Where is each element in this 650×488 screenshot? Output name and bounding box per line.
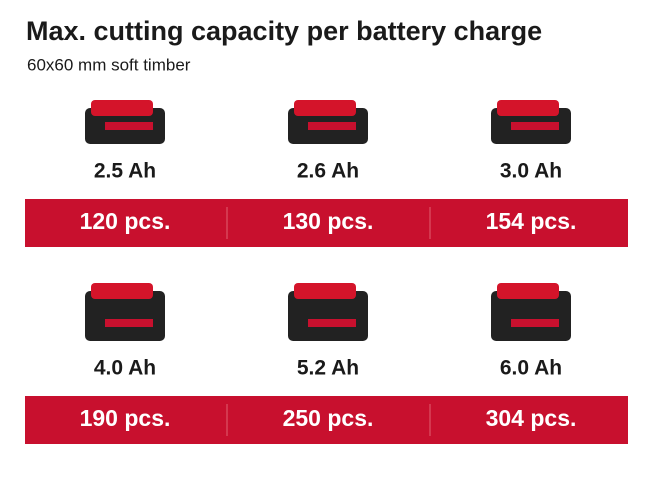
battery-body	[288, 291, 368, 341]
battery-top	[497, 283, 559, 299]
battery-top	[294, 100, 356, 116]
cuts-label: 120 pcs.	[80, 208, 171, 234]
capacity-label: 2.5 Ah	[94, 160, 156, 183]
title: Max. cutting capacity per battery charge	[26, 16, 542, 46]
cuts-label: 190 pcs.	[80, 405, 171, 431]
battery-icon	[85, 283, 165, 341]
capacity-label: 6.0 Ah	[500, 357, 562, 380]
battery-label	[511, 122, 559, 130]
battery-icon	[491, 100, 571, 144]
capacity-label: 2.6 Ah	[297, 160, 359, 183]
battery-body	[85, 291, 165, 341]
battery-label	[308, 319, 356, 327]
capacity-label: 5.2 Ah	[297, 357, 359, 380]
result-band	[25, 396, 628, 444]
battery-icon	[85, 100, 165, 144]
cuts-label: 304 pcs.	[486, 405, 577, 431]
battery-body	[491, 291, 571, 341]
battery-label	[105, 319, 153, 327]
capacity-label: 3.0 Ah	[500, 160, 562, 183]
battery-icon	[288, 283, 368, 341]
battery-icon	[491, 283, 571, 341]
battery-label	[511, 319, 559, 327]
capacity-label: 4.0 Ah	[94, 357, 156, 380]
battery-top	[91, 283, 153, 299]
subtitle: 60x60 mm soft timber	[27, 55, 191, 74]
result-band	[25, 199, 628, 247]
battery-top	[294, 283, 356, 299]
cuts-label: 130 pcs.	[283, 208, 374, 234]
battery-top	[497, 100, 559, 116]
battery-icon	[288, 100, 368, 144]
battery-label	[308, 122, 356, 130]
battery-label	[105, 122, 153, 130]
cuts-label: 154 pcs.	[486, 208, 577, 234]
cuts-label: 250 pcs.	[283, 405, 374, 431]
battery-top	[91, 100, 153, 116]
